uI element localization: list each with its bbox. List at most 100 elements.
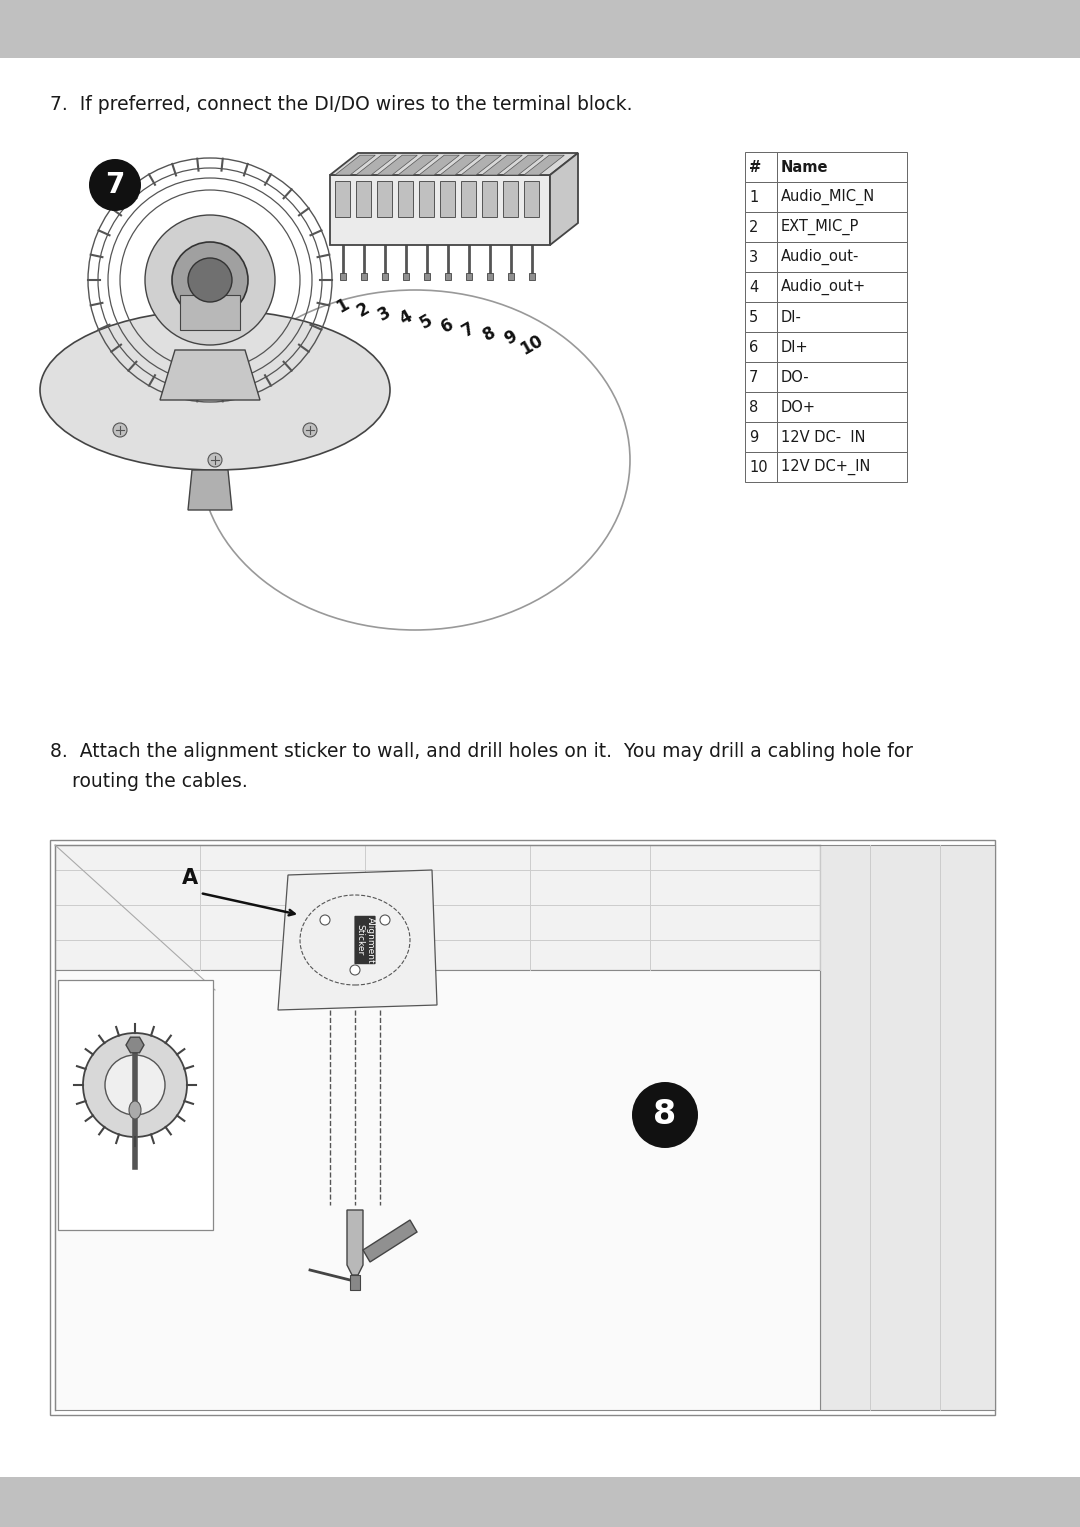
Text: routing the cables.: routing the cables. bbox=[72, 773, 247, 791]
FancyBboxPatch shape bbox=[745, 153, 777, 182]
Polygon shape bbox=[356, 156, 396, 176]
Text: 1: 1 bbox=[750, 189, 758, 205]
Ellipse shape bbox=[200, 290, 630, 631]
Polygon shape bbox=[503, 156, 543, 176]
FancyBboxPatch shape bbox=[745, 392, 777, 421]
FancyBboxPatch shape bbox=[445, 273, 450, 279]
FancyBboxPatch shape bbox=[361, 273, 366, 279]
Text: 4: 4 bbox=[750, 279, 758, 295]
Polygon shape bbox=[330, 153, 578, 176]
FancyBboxPatch shape bbox=[419, 180, 434, 217]
FancyBboxPatch shape bbox=[777, 212, 907, 241]
Circle shape bbox=[350, 965, 360, 976]
Polygon shape bbox=[377, 156, 417, 176]
Circle shape bbox=[113, 423, 127, 437]
FancyBboxPatch shape bbox=[465, 273, 472, 279]
FancyBboxPatch shape bbox=[399, 180, 414, 217]
Text: 7: 7 bbox=[459, 319, 478, 341]
Text: Audio_MIC_N: Audio_MIC_N bbox=[781, 189, 875, 205]
FancyBboxPatch shape bbox=[440, 180, 455, 217]
FancyBboxPatch shape bbox=[503, 180, 518, 217]
FancyBboxPatch shape bbox=[180, 295, 240, 330]
Text: 9: 9 bbox=[750, 429, 758, 444]
Text: 1: 1 bbox=[333, 295, 352, 316]
FancyBboxPatch shape bbox=[777, 153, 907, 182]
Ellipse shape bbox=[40, 310, 390, 470]
Polygon shape bbox=[363, 1220, 417, 1261]
Text: VIVOTEK: VIVOTEK bbox=[38, 23, 103, 35]
FancyBboxPatch shape bbox=[777, 392, 907, 421]
FancyBboxPatch shape bbox=[482, 180, 497, 217]
FancyBboxPatch shape bbox=[745, 362, 777, 392]
FancyBboxPatch shape bbox=[423, 273, 430, 279]
FancyBboxPatch shape bbox=[403, 273, 408, 279]
Polygon shape bbox=[461, 156, 501, 176]
Polygon shape bbox=[126, 1037, 144, 1052]
Circle shape bbox=[380, 915, 390, 925]
Text: Audio_out-: Audio_out- bbox=[781, 249, 860, 266]
Text: EXT_MIC_P: EXT_MIC_P bbox=[781, 218, 860, 235]
Text: 8: 8 bbox=[481, 324, 499, 344]
FancyBboxPatch shape bbox=[777, 331, 907, 362]
Circle shape bbox=[89, 159, 141, 211]
Text: A: A bbox=[181, 867, 198, 889]
FancyBboxPatch shape bbox=[524, 180, 539, 217]
FancyBboxPatch shape bbox=[777, 302, 907, 331]
Polygon shape bbox=[524, 156, 565, 176]
Polygon shape bbox=[188, 470, 232, 510]
Text: Name: Name bbox=[781, 159, 828, 174]
FancyBboxPatch shape bbox=[745, 331, 777, 362]
Circle shape bbox=[188, 258, 232, 302]
Polygon shape bbox=[160, 350, 260, 400]
Polygon shape bbox=[820, 844, 995, 1409]
Polygon shape bbox=[550, 153, 578, 244]
Text: 5: 5 bbox=[750, 310, 758, 325]
Text: Audio_out+: Audio_out+ bbox=[781, 279, 866, 295]
FancyBboxPatch shape bbox=[745, 272, 777, 302]
Text: 4: 4 bbox=[396, 307, 415, 328]
Circle shape bbox=[145, 215, 275, 345]
Circle shape bbox=[208, 454, 222, 467]
Text: 7.  If preferred, connect the DI/DO wires to the terminal block.: 7. If preferred, connect the DI/DO wires… bbox=[50, 95, 633, 115]
FancyBboxPatch shape bbox=[745, 182, 777, 212]
Text: 2: 2 bbox=[354, 299, 373, 321]
FancyBboxPatch shape bbox=[0, 1477, 1080, 1527]
FancyBboxPatch shape bbox=[528, 273, 535, 279]
Circle shape bbox=[303, 423, 318, 437]
FancyBboxPatch shape bbox=[339, 273, 346, 279]
Circle shape bbox=[320, 915, 330, 925]
Circle shape bbox=[172, 241, 248, 318]
Text: 2: 2 bbox=[750, 220, 758, 235]
Circle shape bbox=[83, 1032, 187, 1138]
Text: 6: 6 bbox=[750, 339, 758, 354]
Text: 10: 10 bbox=[750, 460, 768, 475]
Polygon shape bbox=[55, 970, 820, 1409]
Text: 7: 7 bbox=[750, 370, 758, 385]
Circle shape bbox=[632, 1083, 698, 1148]
Text: 10: 10 bbox=[517, 331, 546, 359]
Text: 6: 6 bbox=[438, 315, 457, 336]
Text: 8: 8 bbox=[750, 400, 758, 414]
FancyBboxPatch shape bbox=[745, 212, 777, 241]
FancyBboxPatch shape bbox=[461, 180, 476, 217]
FancyBboxPatch shape bbox=[487, 273, 492, 279]
Polygon shape bbox=[399, 156, 438, 176]
FancyBboxPatch shape bbox=[381, 273, 388, 279]
FancyBboxPatch shape bbox=[777, 241, 907, 272]
Polygon shape bbox=[419, 156, 459, 176]
Text: 8.  Attach the alignment sticker to wall, and drill holes on it.  You may drill : 8. Attach the alignment sticker to wall,… bbox=[50, 742, 913, 760]
Text: DO+: DO+ bbox=[781, 400, 816, 414]
FancyBboxPatch shape bbox=[0, 0, 1080, 58]
FancyBboxPatch shape bbox=[58, 980, 213, 1231]
Text: Alignment
Sticker: Alignment Sticker bbox=[355, 916, 375, 964]
FancyBboxPatch shape bbox=[356, 180, 372, 217]
FancyBboxPatch shape bbox=[777, 182, 907, 212]
Text: 9: 9 bbox=[501, 327, 521, 348]
FancyBboxPatch shape bbox=[335, 180, 350, 217]
Polygon shape bbox=[278, 870, 437, 1009]
FancyBboxPatch shape bbox=[777, 452, 907, 483]
FancyBboxPatch shape bbox=[745, 452, 777, 483]
Text: 8: 8 bbox=[653, 1098, 677, 1132]
Polygon shape bbox=[350, 1275, 360, 1290]
Text: 7: 7 bbox=[106, 171, 124, 199]
